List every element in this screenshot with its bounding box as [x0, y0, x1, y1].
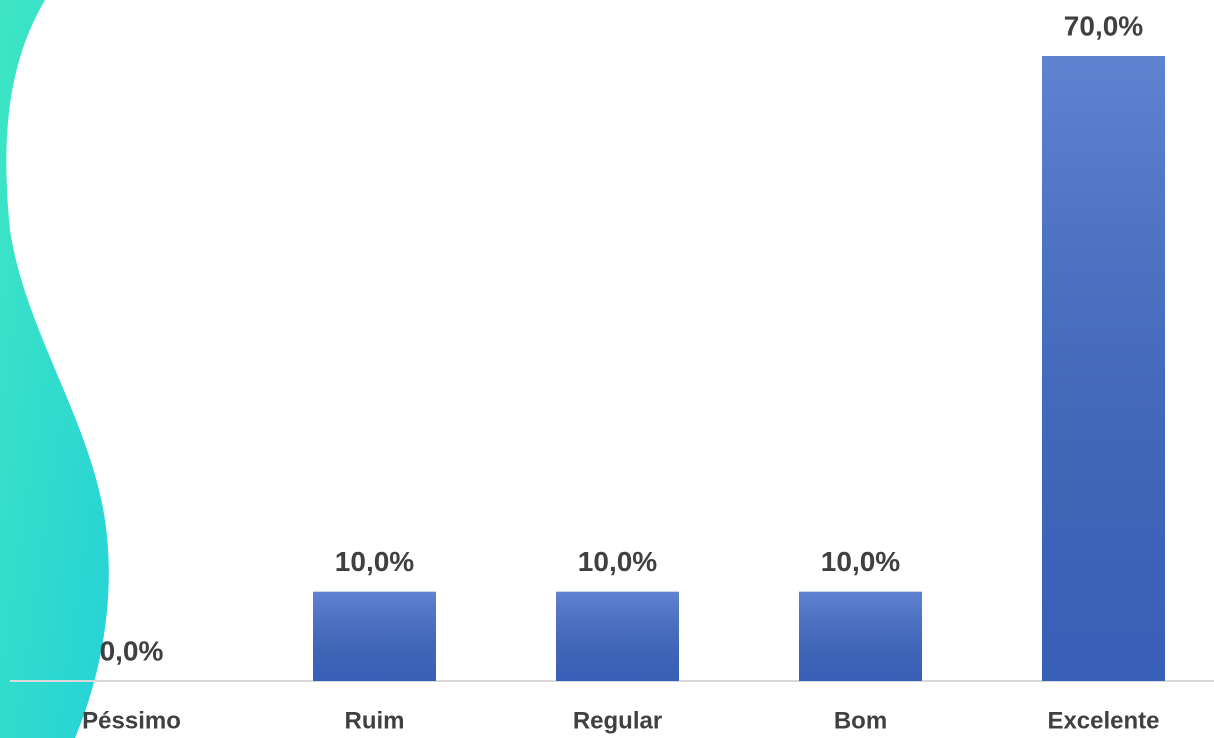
x-tick-label: Bom [834, 707, 887, 734]
bar-shade [556, 591, 679, 681]
value-label: 10,0% [578, 546, 657, 577]
x-tick-label: Excelente [1047, 707, 1159, 734]
decor-wave [0, 0, 109, 738]
value-label: 0,0% [100, 635, 164, 666]
bar-shade [1042, 56, 1165, 681]
x-tick-label: Ruim [345, 707, 405, 734]
value-label: 70,0% [1064, 10, 1143, 41]
value-label: 10,0% [335, 546, 414, 577]
value-label: 10,0% [821, 546, 900, 577]
x-tick-label: Regular [573, 707, 662, 734]
bar-shade [799, 591, 922, 681]
x-tick-label: Péssimo [82, 707, 181, 734]
bar-shade [313, 591, 436, 681]
